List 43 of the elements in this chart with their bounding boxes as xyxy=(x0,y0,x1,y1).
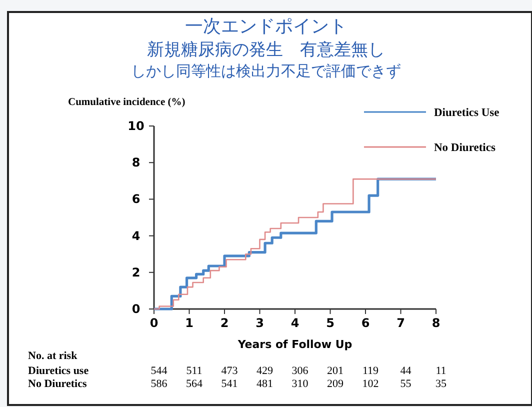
text: 544 xyxy=(150,365,168,377)
text: 511 xyxy=(186,365,202,377)
y-axis-title: Cumulative incidence (%) xyxy=(68,97,186,108)
text: 481 xyxy=(256,378,273,390)
text: 55 xyxy=(400,378,412,390)
chart-title: 一次エンドポイント xyxy=(185,16,347,37)
text: Diuretics use xyxy=(28,365,89,377)
text: 429 xyxy=(256,365,274,377)
text: No Diuretics xyxy=(28,378,88,390)
y-tick-label: 4 xyxy=(132,228,140,243)
y-tick-label: 2 xyxy=(132,265,140,280)
y-tick-label: 6 xyxy=(132,192,140,206)
text: 35 xyxy=(436,378,447,390)
x-tick-label: 8 xyxy=(432,316,440,330)
text: 541 xyxy=(221,378,238,390)
text: 102 xyxy=(362,378,379,390)
y-tick-label: 8 xyxy=(132,156,140,170)
x-tick-label: 6 xyxy=(361,316,370,330)
chart-subtitle: 新規糖尿病の発生 有意差無し xyxy=(147,40,385,60)
x-tick-label: 7 xyxy=(396,316,405,330)
text: 201 xyxy=(327,365,344,377)
text: No. at risk xyxy=(28,350,78,362)
x-tick-label: 5 xyxy=(326,316,334,330)
text: しかし同等性は検出力不足で評価できず xyxy=(131,62,401,80)
text: 473 xyxy=(221,365,238,377)
text: 209 xyxy=(327,378,344,390)
x-tick-label: 0 xyxy=(150,316,158,330)
text: 306 xyxy=(292,365,309,377)
x-tick-label: 2 xyxy=(220,316,229,330)
text: No Diuretics xyxy=(434,142,496,154)
x-axis-title: Years of Follow Up xyxy=(236,338,352,351)
x-tick-label: 4 xyxy=(290,316,300,330)
y-tick-label: 10 xyxy=(128,119,144,133)
x-tick-label: 3 xyxy=(256,316,264,330)
y-tick-label: 0 xyxy=(132,302,140,316)
text: 586 xyxy=(150,378,168,390)
x-tick-label: 1 xyxy=(185,316,194,330)
text: Diuretics Use xyxy=(434,107,500,119)
text: 310 xyxy=(292,378,309,390)
text: 119 xyxy=(362,365,380,377)
text: 564 xyxy=(186,378,203,390)
text: 11 xyxy=(436,365,446,377)
text: 44 xyxy=(400,365,412,377)
